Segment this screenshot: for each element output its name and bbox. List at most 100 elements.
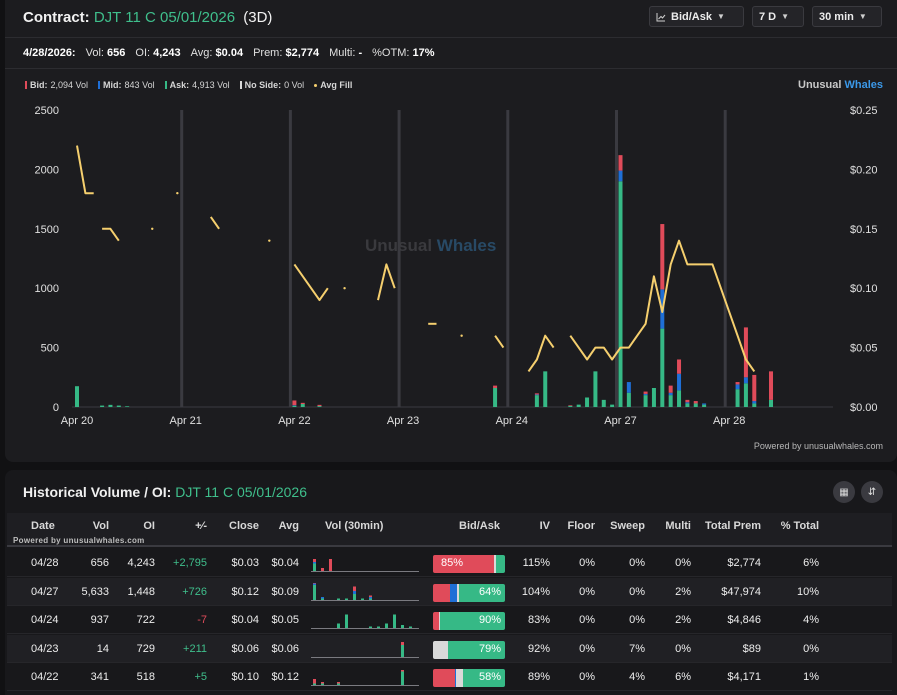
cell-vol: 656 xyxy=(90,557,109,569)
cell-sweep: 7% xyxy=(629,642,645,655)
cell-chg: +726 xyxy=(182,585,207,598)
volume-bar-mid xyxy=(643,393,648,396)
legend-noside[interactable]: No Side: 0 Vol xyxy=(239,80,304,90)
bid-ask-segment-noside xyxy=(438,612,441,631)
sparkline-bar xyxy=(313,683,316,686)
legend-ask[interactable]: Ask: 4,913 Vol xyxy=(164,80,230,90)
sparkline-bar xyxy=(321,682,324,684)
contract-name[interactable]: DJT 11 C 05/01/2026 xyxy=(93,9,236,26)
bid-ask-segment-ask xyxy=(448,640,505,659)
mid-swatch xyxy=(98,81,101,89)
expand-collapse-icon[interactable]: ⇵ xyxy=(861,481,883,503)
sparkline-bar xyxy=(377,626,380,629)
x-tick-label: Apr 20 xyxy=(61,415,93,427)
chart-panel: Contract: DJT 11 C 05/01/2026 (3D) Bid/A… xyxy=(5,0,897,462)
range-dropdown[interactable]: 7 D ▼ xyxy=(752,6,804,27)
cell-sweep: 0% xyxy=(629,614,645,627)
volume-sparkline xyxy=(311,582,419,601)
column-header[interactable]: Vol (30min) xyxy=(325,520,384,532)
cell-pct_total: 0% xyxy=(803,642,819,655)
stats-multi: Multi: - xyxy=(329,47,363,59)
volume-bar-ask xyxy=(116,405,121,407)
column-header[interactable]: OI xyxy=(143,520,155,532)
columns-icon[interactable]: ▦ xyxy=(833,481,855,503)
cell-prem: $4,171 xyxy=(727,671,761,684)
sparkline-bar xyxy=(393,614,396,629)
sparkline-bar xyxy=(401,644,404,657)
cell-oi: 518 xyxy=(136,671,155,684)
avgfill-swatch xyxy=(314,83,318,87)
table-row[interactable]: 04/28 656 4,243 +2,795 $0.03 $0.04 115% 0% 0% 0% $… xyxy=(7,549,892,577)
y-right-tick-label: $0.20 xyxy=(850,164,878,176)
chevron-down-icon: ▼ xyxy=(781,12,790,21)
stats-oi: OI: 4,243 xyxy=(135,47,181,59)
bid-swatch xyxy=(25,81,27,89)
history-title: Historical Volume / OI: DJT 11 C 05/01/2… xyxy=(23,484,308,500)
range-label: 7 D xyxy=(759,10,777,23)
bid-ask-segment-ask xyxy=(440,612,505,631)
stats-avg: Avg: $0.04 xyxy=(190,47,244,59)
y-right-tick-label: $0.10 xyxy=(850,283,878,295)
volume-bar-ask xyxy=(292,405,297,407)
column-header[interactable]: Floor xyxy=(567,520,596,532)
bid-ask-segment-bid xyxy=(433,555,495,573)
interval-dropdown[interactable]: 30 min ▼ xyxy=(812,6,882,27)
volume-bar-ask xyxy=(643,395,648,407)
cell-sweep: 0% xyxy=(629,557,645,569)
column-header[interactable]: Total Prem xyxy=(704,520,761,532)
avg-fill-point xyxy=(151,227,154,230)
history-contract[interactable]: DJT 11 C 05/01/2026 xyxy=(175,484,308,500)
sparkline-bar xyxy=(337,683,340,686)
mode-dropdown[interactable]: Bid/Ask ▼ xyxy=(649,6,744,27)
table-row[interactable]: 04/22 341 518 +5 $0.10 $0.12 89% 0% 4% 6% $4,171 1%… xyxy=(7,663,892,692)
table-row[interactable]: 04/24 937 722 -7 $0.04 $0.05 83% 0% 0% 2% $4,846 4%… xyxy=(7,606,892,635)
legend-avgfill[interactable]: Avg Fill xyxy=(314,80,352,90)
volume-bar-ask xyxy=(685,403,690,407)
table-row[interactable]: 04/23 14 729 +211 $0.06 $0.06 92% 0% 7% 0% $89 0% 79… xyxy=(7,634,892,663)
legend-bid[interactable]: Bid: 2,094 Vol xyxy=(25,80,88,90)
y-left-tick-label: 500 xyxy=(41,343,59,355)
x-tick-label: Apr 24 xyxy=(496,415,528,427)
watermark: Unusual Whales xyxy=(365,236,496,255)
table-row[interactable]: 04/27 5,633 1,448 +726 $0.12 $0.09 104% 0% 0% 2% $… xyxy=(7,577,892,606)
volume-bar-mid xyxy=(752,401,757,404)
volume-bar-ask xyxy=(693,403,698,407)
column-header[interactable]: Multi xyxy=(665,520,691,532)
legend-mid[interactable]: Mid: 843 Vol xyxy=(98,80,155,90)
column-header[interactable]: IV xyxy=(539,520,550,532)
volume-bar-bid xyxy=(769,371,774,400)
avg-fill-point xyxy=(268,239,271,242)
sparkline-bar xyxy=(409,626,412,629)
volume-bar-ask xyxy=(743,383,748,407)
sparkline-bar xyxy=(401,671,404,686)
chevron-down-icon: ▼ xyxy=(716,12,725,21)
volume-bar-ask xyxy=(75,386,79,407)
column-header[interactable]: Close xyxy=(229,520,259,532)
volume-bar-mid xyxy=(685,402,690,404)
cell-multi: 2% xyxy=(675,585,691,598)
chart-legend: Bid: 2,094 Vol Mid: 843 Vol Ask: 4,913 Vol … xyxy=(25,80,352,90)
sparkline-bar xyxy=(337,623,340,629)
sparkline-bar xyxy=(321,598,324,600)
column-header[interactable]: Vol xyxy=(92,520,109,532)
avg-fill-line xyxy=(569,239,756,372)
column-header[interactable]: Bid/Ask xyxy=(459,520,500,532)
sparkline-bar xyxy=(313,582,316,584)
volume-bar-ask xyxy=(660,328,665,407)
volume-bar-ask xyxy=(752,403,757,407)
column-header[interactable]: % Total xyxy=(780,520,819,532)
cell-pct_total: 4% xyxy=(803,614,819,627)
cell-vol: 341 xyxy=(90,671,109,684)
cell-floor: 0% xyxy=(579,585,595,598)
volume-bar-ask xyxy=(317,406,322,407)
column-header[interactable]: +⁄- xyxy=(195,520,207,532)
sparkline-bar xyxy=(401,641,404,645)
column-header[interactable]: Sweep xyxy=(610,520,645,532)
y-left-tick-label: 1000 xyxy=(35,283,59,295)
column-header[interactable]: Date xyxy=(31,520,55,532)
chevron-down-icon: ▼ xyxy=(858,12,867,21)
column-header[interactable]: Avg xyxy=(278,520,299,532)
volume-bar-bid xyxy=(752,374,757,402)
volume-sparkline xyxy=(311,670,419,687)
stats-date: 4/28/2026: xyxy=(23,47,76,59)
